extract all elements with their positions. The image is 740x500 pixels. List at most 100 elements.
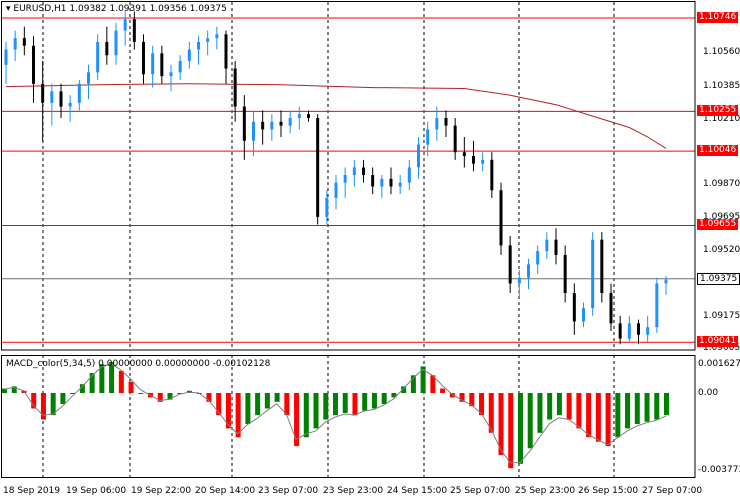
macd-bar [11,386,17,393]
macd-bar [31,393,37,409]
macd-bar [79,384,85,393]
candle-body [426,129,430,145]
macd-bar [371,393,377,409]
candle-body [178,60,182,73]
candle-body [517,277,521,284]
horizontal-levels[interactable] [2,17,695,343]
candle-body [297,114,301,118]
price-tick: 1.09520 [703,245,740,256]
candle-body [77,83,81,103]
candle-body [4,49,8,65]
candle-body [371,175,375,187]
time-label: 19 Sep 22:00 [131,486,192,496]
candle-body [288,118,292,126]
macd-bar [517,393,523,464]
candle-body [563,254,567,293]
macd-bar [605,393,611,447]
candle-body [279,121,283,126]
candle-body [435,118,439,130]
candle-body [444,118,448,126]
macd-bar [342,393,348,413]
price-tick: 1.09175 [703,310,740,321]
collapse-triangle-icon[interactable]: ▾ [6,4,11,14]
macd-bar [488,393,494,433]
macd-bar [2,388,7,393]
candle-body [545,239,549,252]
candles [4,11,668,345]
macd-bar [177,393,183,394]
current-price-label: 1.09375 [697,272,740,285]
macd-bar [206,393,212,402]
candle-body [307,114,310,118]
macd-bar [576,393,582,429]
candle-body [582,308,585,322]
macd-bar [216,393,222,416]
candle-body [609,292,613,324]
symbol-title: EURUSD,H1 [13,4,67,14]
macd-bar [664,393,669,416]
level-price-label: 1.10046 [697,145,739,157]
main-frame [1,1,696,351]
candle-body [536,251,540,265]
candle-body [462,152,466,157]
level-price-label: 1.09041 [697,336,739,348]
candle-body [87,72,90,84]
candle-body [114,30,118,56]
macd-bar [381,393,387,405]
price-tick: 1.09005 [703,343,740,354]
price-tick: 1.10210 [703,113,740,124]
macd-bar [566,393,572,420]
level-price-label: 1.10746 [697,11,739,23]
macd-bar [469,393,475,407]
macd-bar [70,393,76,394]
macd-bar [527,393,533,449]
macd-bar [615,393,621,438]
macd-bar [479,393,485,416]
macd-bar [284,393,290,416]
candle-body [252,121,255,141]
macd-bar [440,388,446,393]
symbol-legend: ▾ EURUSD,H1 1.09382 1.09391 1.09356 1.09… [6,4,227,14]
candle-body [490,159,494,191]
macd-bar [556,393,562,416]
ma-line [5,83,667,149]
macd-bar [459,393,465,402]
candle-body [362,167,365,176]
macd-bar [128,381,134,393]
macd-bar [498,393,504,455]
price-tick: 1.10385 [703,80,740,91]
candle-body [270,121,274,130]
macd-bar [138,393,144,394]
candle-body [352,167,356,176]
candle-body [389,178,393,187]
macd-bar [449,393,455,398]
candle-body [68,102,72,107]
macd-bar [654,393,660,420]
macd-bar [245,393,251,424]
macd-bar [60,393,66,405]
candle-body [398,182,402,187]
macd-bar [89,373,95,393]
price-tick: 1.10560 [703,47,740,58]
candle-body [151,53,155,75]
candle-body [50,91,54,103]
candle-body [206,38,210,42]
macd-bar [225,393,231,429]
candle-body [508,245,512,284]
macd-bar [508,393,514,469]
macd-bar [391,393,397,398]
candle-body [572,292,576,322]
moving-average-line [5,83,667,149]
macd-bar [303,393,309,438]
macd-bar [401,386,407,393]
candle-body [453,125,457,153]
candle-body [123,19,127,31]
macd-bar [323,393,329,420]
macd-bar [595,393,601,442]
macd-values: 0.00000000 0.00000000 -0.00102128 [98,359,271,369]
macd-bar [644,393,650,422]
candle-body [316,118,320,217]
macd-bar [410,375,416,393]
candle-body [343,175,347,183]
